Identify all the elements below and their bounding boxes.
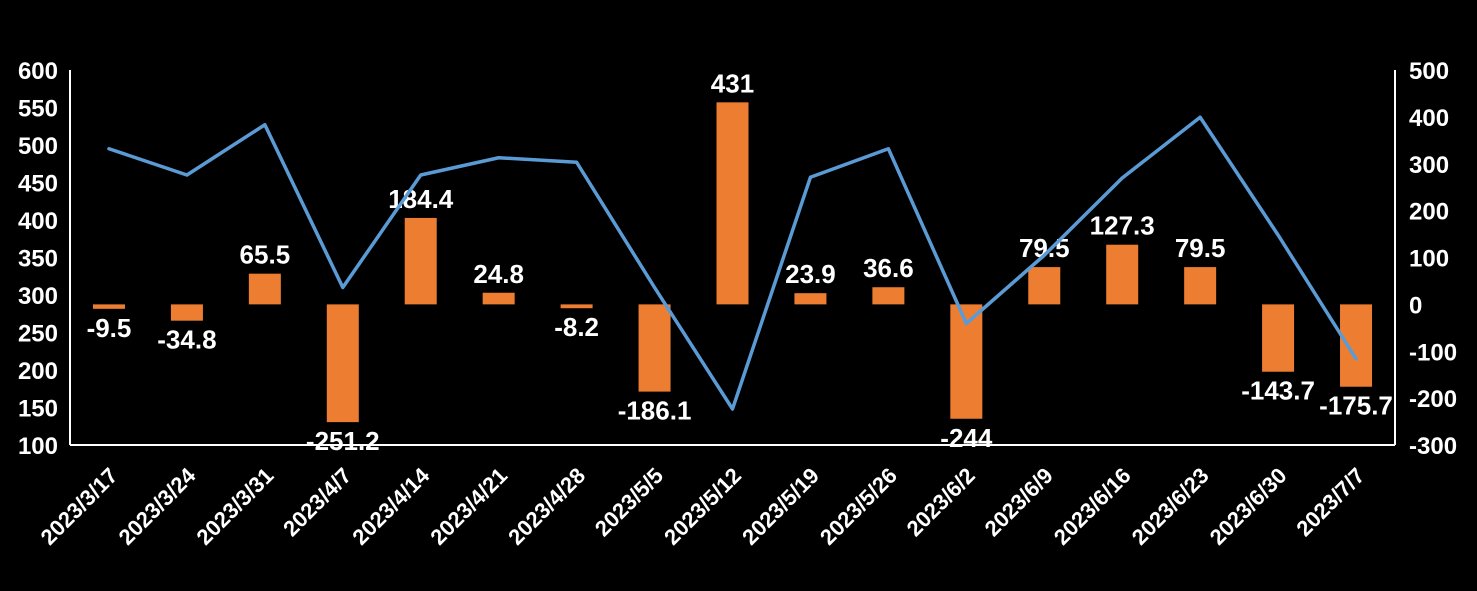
svg-text:400: 400	[1409, 105, 1449, 132]
svg-text:450: 450	[18, 171, 58, 198]
svg-text:350: 350	[18, 246, 58, 273]
svg-text:2023/5/26: 2023/5/26	[815, 463, 902, 550]
svg-text:-34.8: -34.8	[157, 325, 216, 355]
svg-text:150: 150	[18, 396, 58, 423]
svg-text:2023/3/24: 2023/3/24	[114, 462, 201, 549]
svg-text:23.9: 23.9	[785, 259, 836, 289]
svg-text:400: 400	[18, 208, 58, 235]
svg-text:500: 500	[1409, 58, 1449, 85]
svg-text:550: 550	[18, 96, 58, 123]
svg-text:2023/4/21: 2023/4/21	[425, 463, 512, 550]
svg-text:2023/4/14: 2023/4/14	[347, 462, 434, 549]
svg-text:-186.1: -186.1	[618, 396, 692, 426]
svg-text:100: 100	[1409, 246, 1449, 273]
svg-text:431: 431	[711, 68, 754, 98]
svg-text:300: 300	[1409, 152, 1449, 179]
svg-text:-8.2: -8.2	[554, 312, 599, 342]
svg-text:2023/6/23: 2023/6/23	[1127, 463, 1214, 550]
svg-text:600: 600	[18, 58, 58, 85]
svg-text:79.5: 79.5	[1175, 233, 1226, 263]
svg-text:2023/3/31: 2023/3/31	[192, 463, 279, 550]
svg-text:24.8: 24.8	[473, 259, 524, 289]
svg-text:100: 100	[18, 433, 58, 460]
svg-text:2023/4/7: 2023/4/7	[278, 463, 356, 541]
svg-text:500: 500	[18, 133, 58, 160]
svg-text:-9.5: -9.5	[87, 313, 132, 343]
svg-text:250: 250	[18, 321, 58, 348]
svg-text:200: 200	[1409, 199, 1449, 226]
svg-text:2023/4/28: 2023/4/28	[503, 463, 590, 550]
svg-text:2023/6/2: 2023/6/2	[902, 463, 980, 541]
svg-text:2023/5/19: 2023/5/19	[737, 463, 824, 550]
svg-text:-175.7: -175.7	[1319, 391, 1393, 421]
svg-text:2023/6/16: 2023/6/16	[1049, 463, 1136, 550]
svg-text:-100: -100	[1409, 339, 1457, 366]
svg-text:0: 0	[1409, 292, 1422, 319]
svg-text:2023/6/9: 2023/6/9	[980, 463, 1058, 541]
svg-text:200: 200	[18, 358, 58, 385]
svg-text:-251.2: -251.2	[306, 426, 380, 456]
svg-text:2023/5/5: 2023/5/5	[590, 463, 668, 541]
svg-text:300: 300	[18, 283, 58, 310]
svg-text:-244: -244	[940, 423, 993, 453]
svg-text:65.5: 65.5	[240, 240, 291, 270]
svg-text:2023/7/7: 2023/7/7	[1291, 463, 1369, 541]
svg-text:-200: -200	[1409, 386, 1457, 413]
svg-text:36.6: 36.6	[863, 253, 914, 283]
svg-text:2023/5/12: 2023/5/12	[659, 463, 746, 550]
svg-text:2023/6/30: 2023/6/30	[1205, 463, 1292, 550]
svg-text:-300: -300	[1409, 433, 1457, 460]
svg-text:-143.7: -143.7	[1241, 376, 1315, 406]
svg-text:127.3: 127.3	[1090, 211, 1155, 241]
svg-text:2023/3/17: 2023/3/17	[36, 463, 123, 550]
